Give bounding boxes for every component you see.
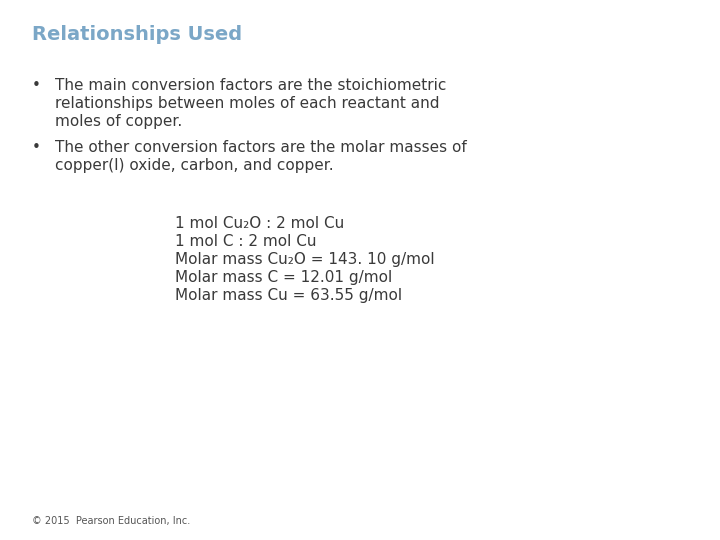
Text: Molar mass Cu₂O = 143. 10 g/mol: Molar mass Cu₂O = 143. 10 g/mol <box>175 252 435 267</box>
Text: •: • <box>32 140 41 155</box>
Text: relationships between moles of each reactant and: relationships between moles of each reac… <box>55 96 439 111</box>
Text: Relationships Used: Relationships Used <box>32 25 242 44</box>
Text: The other conversion factors are the molar masses of: The other conversion factors are the mol… <box>55 140 467 155</box>
Text: 1 mol C : 2 mol Cu: 1 mol C : 2 mol Cu <box>175 234 317 249</box>
Text: The main conversion factors are the stoichiometric: The main conversion factors are the stoi… <box>55 78 446 93</box>
Text: Molar mass C = 12.01 g/mol: Molar mass C = 12.01 g/mol <box>175 270 392 285</box>
Text: Molar mass Cu = 63.55 g/mol: Molar mass Cu = 63.55 g/mol <box>175 288 402 303</box>
Text: 1 mol Cu₂O : 2 mol Cu: 1 mol Cu₂O : 2 mol Cu <box>175 216 344 231</box>
Text: © 2015  Pearson Education, Inc.: © 2015 Pearson Education, Inc. <box>32 516 190 526</box>
Text: moles of copper.: moles of copper. <box>55 114 182 129</box>
Text: •: • <box>32 78 41 93</box>
Text: copper(I) oxide, carbon, and copper.: copper(I) oxide, carbon, and copper. <box>55 158 333 173</box>
